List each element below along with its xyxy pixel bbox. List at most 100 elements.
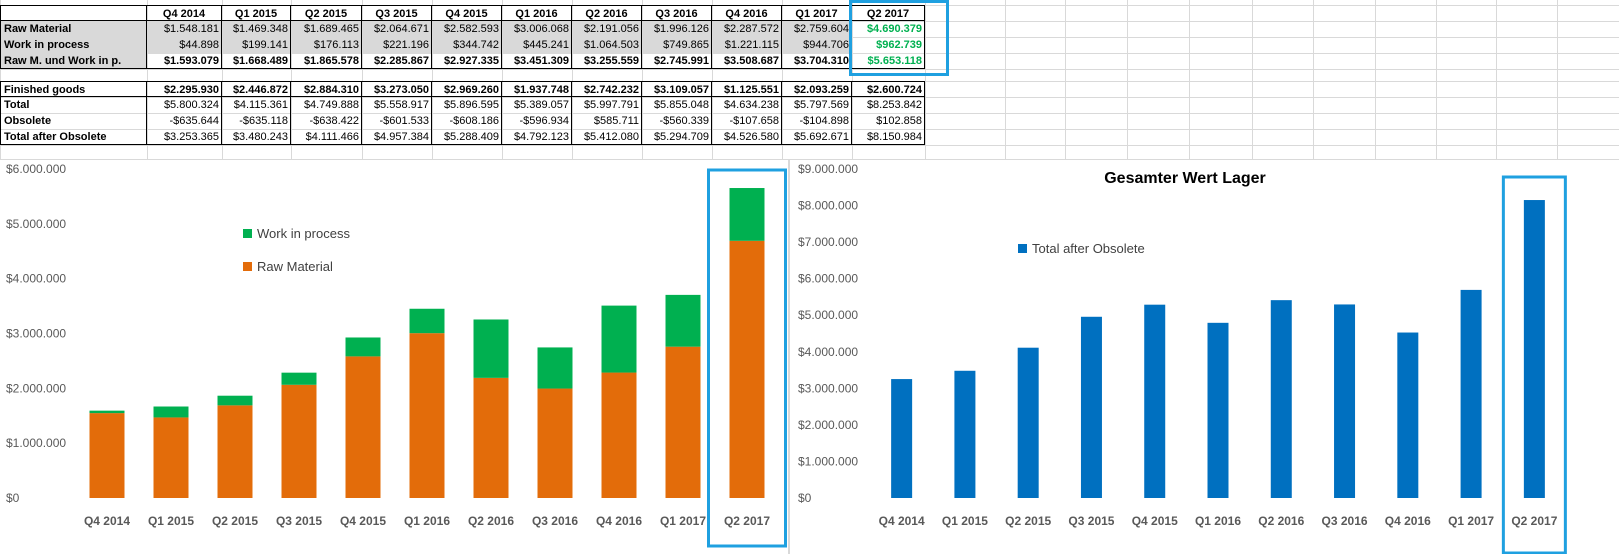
value-cell[interactable]: $2.927.335: [432, 53, 502, 69]
value-cell[interactable]: $5.797.569: [782, 97, 852, 113]
value-cell[interactable]: $4.792.123: [502, 129, 572, 145]
value-cell[interactable]: $2.582.593: [432, 21, 502, 37]
value-cell[interactable]: $445.241: [502, 37, 572, 53]
row-label-cell[interactable]: Raw M. und Work in p.: [0, 53, 147, 69]
bar-total-after-obsolete[interactable]: [1080, 316, 1102, 498]
bar-work-in-process[interactable]: [601, 305, 637, 373]
value-cell[interactable]: $5.389.057: [502, 97, 572, 113]
bar-total-after-obsolete[interactable]: [1334, 304, 1356, 498]
value-cell[interactable]: $2.745.991: [642, 53, 712, 69]
spreadsheet-area[interactable]: Q4 2014 Q1 2015 Q2 2015 Q3 2015 Q4 2015 Q1 20…: [0, 0, 1619, 160]
value-cell[interactable]: $1.548.181: [147, 21, 222, 37]
bar-raw-material[interactable]: [217, 405, 253, 498]
value-cell[interactable]: $4.111.466: [291, 129, 362, 145]
bar-total-after-obsolete[interactable]: [954, 370, 976, 498]
value-cell[interactable]: -$638.422: [291, 113, 362, 129]
bar-work-in-process[interactable]: [281, 372, 317, 385]
value-cell[interactable]: -$608.186: [432, 113, 502, 129]
value-cell[interactable]: $2.446.872: [222, 81, 291, 97]
quarter-header-cell[interactable]: Q2 2017: [852, 5, 925, 21]
value-cell[interactable]: $944.706: [782, 37, 852, 53]
bar-work-in-process[interactable]: [153, 406, 189, 418]
value-cell[interactable]: -$104.898: [782, 113, 852, 129]
value-cell[interactable]: $5.558.917: [362, 97, 432, 113]
bar-total-after-obsolete[interactable]: [1397, 332, 1419, 498]
bar-total-after-obsolete[interactable]: [1207, 322, 1229, 498]
value-cell[interactable]: $4.115.361: [222, 97, 291, 113]
value-cell[interactable]: $5.896.595: [432, 97, 502, 113]
quarter-header-cell[interactable]: Q2 2016: [572, 5, 642, 21]
quarter-header-cell[interactable]: Q3 2015: [362, 5, 432, 21]
value-cell[interactable]: $1.996.126: [642, 21, 712, 37]
value-cell[interactable]: $3.451.309: [502, 53, 572, 69]
value-cell[interactable]: $3.255.559: [572, 53, 642, 69]
value-cell[interactable]: $199.141: [222, 37, 291, 53]
bar-total-after-obsolete[interactable]: [1144, 304, 1166, 498]
value-cell[interactable]: $1.937.748: [502, 81, 572, 97]
value-cell[interactable]: $5.288.409: [432, 129, 502, 145]
value-cell[interactable]: $2.884.310: [291, 81, 362, 97]
bar-total-after-obsolete[interactable]: [1523, 200, 1545, 498]
bar-raw-material[interactable]: [89, 413, 125, 498]
value-cell[interactable]: $2.285.867: [362, 53, 432, 69]
value-cell[interactable]: $5.855.048: [642, 97, 712, 113]
value-cell[interactable]: $3.109.057: [642, 81, 712, 97]
bar-work-in-process[interactable]: [729, 188, 765, 241]
value-cell[interactable]: -$635.118: [222, 113, 291, 129]
value-cell[interactable]: $962.739: [852, 37, 925, 53]
value-cell[interactable]: $2.064.671: [362, 21, 432, 37]
value-cell[interactable]: $8.150.984: [852, 129, 925, 145]
value-cell[interactable]: $3.508.687: [712, 53, 782, 69]
stacked-bar-chart[interactable]: $0 $1.000.000 $2.000.000 $3.000.000 $4.000.0…: [0, 160, 788, 554]
value-cell[interactable]: $4.634.238: [712, 97, 782, 113]
row-label-cell[interactable]: Work in process: [0, 37, 147, 53]
quarter-header-cell[interactable]: Q2 2015: [291, 5, 362, 21]
value-cell[interactable]: -$107.658: [712, 113, 782, 129]
value-cell[interactable]: $585.711: [572, 113, 642, 129]
value-cell[interactable]: $1.469.348: [222, 21, 291, 37]
value-cell[interactable]: $1.668.489: [222, 53, 291, 69]
value-cell[interactable]: $749.865: [642, 37, 712, 53]
bar-total-after-obsolete[interactable]: [1270, 300, 1292, 498]
bar-total-after-obsolete[interactable]: [1460, 289, 1482, 498]
value-cell[interactable]: $3.704.310: [782, 53, 852, 69]
value-cell[interactable]: $44.898: [147, 37, 222, 53]
bar-total-after-obsolete[interactable]: [1017, 347, 1039, 498]
bar-raw-material[interactable]: [345, 356, 381, 498]
value-cell[interactable]: $176.113: [291, 37, 362, 53]
value-cell[interactable]: $1.865.578: [291, 53, 362, 69]
bar-work-in-process[interactable]: [537, 347, 573, 389]
bar-raw-material[interactable]: [153, 417, 189, 498]
value-cell[interactable]: -$560.339: [642, 113, 712, 129]
value-cell[interactable]: $2.600.724: [852, 81, 925, 97]
quarter-header-cell[interactable]: Q1 2015: [222, 5, 291, 21]
value-cell[interactable]: $3.273.050: [362, 81, 432, 97]
row-label-cell[interactable]: Finished goods: [0, 81, 147, 97]
value-cell[interactable]: $221.196: [362, 37, 432, 53]
value-cell[interactable]: $2.969.260: [432, 81, 502, 97]
value-cell[interactable]: $4.749.888: [291, 97, 362, 113]
row-label-cell[interactable]: Total after Obsolete: [0, 129, 147, 145]
quarter-header-cell[interactable]: Q1 2017: [782, 5, 852, 21]
value-cell[interactable]: $5.412.080: [572, 129, 642, 145]
value-cell[interactable]: -$596.934: [502, 113, 572, 129]
value-cell[interactable]: $2.742.232: [572, 81, 642, 97]
bar-raw-material[interactable]: [409, 333, 445, 498]
bar-raw-material[interactable]: [729, 240, 765, 498]
bar-raw-material[interactable]: [281, 384, 317, 498]
quarter-header-cell[interactable]: Q4 2014: [147, 5, 222, 21]
bar-raw-material[interactable]: [601, 372, 637, 498]
bar-raw-material[interactable]: [665, 346, 701, 498]
value-cell[interactable]: $4.690.379: [852, 21, 925, 37]
quarter-header-cell[interactable]: Q4 2015: [432, 5, 502, 21]
bar-work-in-process[interactable]: [473, 319, 509, 378]
value-cell[interactable]: $5.653.118: [852, 53, 925, 69]
bar-total-after-obsolete[interactable]: [891, 379, 913, 498]
quarter-header-cell[interactable]: Q4 2016: [712, 5, 782, 21]
value-cell[interactable]: $4.957.384: [362, 129, 432, 145]
value-cell[interactable]: $2.759.604: [782, 21, 852, 37]
bar-work-in-process[interactable]: [217, 395, 253, 406]
row-label-cell[interactable]: Raw Material: [0, 21, 147, 37]
value-cell[interactable]: $8.253.842: [852, 97, 925, 113]
header-blank-cell[interactable]: [0, 5, 147, 21]
